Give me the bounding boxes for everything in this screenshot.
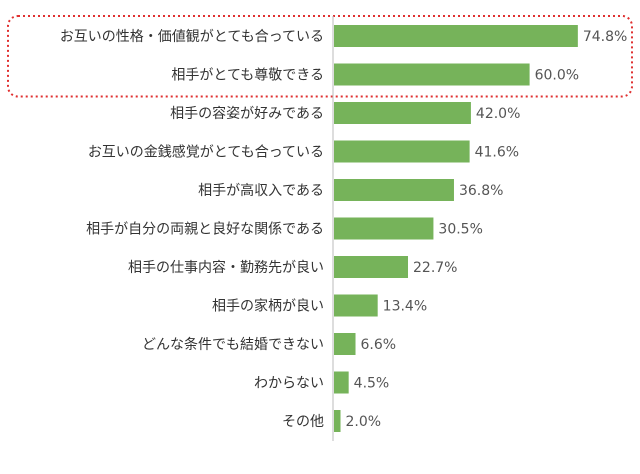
category-label: 相手の容姿が好みである bbox=[170, 105, 324, 122]
category-label: 相手の仕事内容・勤務先が良い bbox=[128, 259, 324, 276]
category-label: お互いの性格・価値観がとても合っている bbox=[60, 28, 324, 45]
category-label: 相手が自分の両親と良好な関係である bbox=[86, 222, 324, 238]
value-label: 60.0% bbox=[535, 68, 579, 84]
bar bbox=[334, 102, 471, 124]
bar bbox=[334, 410, 341, 432]
bar bbox=[334, 371, 349, 394]
value-label: 4.5% bbox=[354, 376, 390, 392]
category-label: どんな条件でも結婚できない bbox=[142, 336, 324, 353]
category-label: お互いの金銭感覚がとても合っている bbox=[88, 144, 324, 161]
category-label: わからない bbox=[254, 376, 324, 392]
value-label: 6.6% bbox=[361, 337, 397, 353]
bar bbox=[334, 333, 356, 355]
value-label: 42.0% bbox=[476, 106, 520, 122]
category-label: その他 bbox=[282, 414, 324, 430]
bar bbox=[334, 179, 454, 201]
bar bbox=[334, 217, 434, 240]
value-label: 41.6% bbox=[475, 145, 519, 161]
value-label: 13.4% bbox=[383, 299, 427, 315]
category-label: 相手がとても尊敬できる bbox=[171, 67, 324, 84]
bar bbox=[334, 294, 378, 317]
bar bbox=[334, 63, 530, 86]
bar bbox=[334, 256, 409, 278]
value-label: 36.8% bbox=[459, 183, 503, 199]
category-label: 相手の家柄が良い bbox=[212, 298, 324, 315]
bars-group: お互いの性格・価値観がとても合っている 74.8% 相手がとても尊敬できる 60.0%… bbox=[60, 25, 627, 432]
category-label: 相手が高収入である bbox=[198, 182, 324, 199]
value-label: 2.0% bbox=[346, 414, 382, 430]
value-label: 30.5% bbox=[438, 222, 482, 238]
bar bbox=[334, 25, 578, 47]
highlight-box bbox=[7, 15, 633, 98]
value-label: 22.7% bbox=[413, 260, 457, 276]
bar bbox=[334, 140, 470, 163]
value-label: 74.8% bbox=[583, 29, 627, 45]
